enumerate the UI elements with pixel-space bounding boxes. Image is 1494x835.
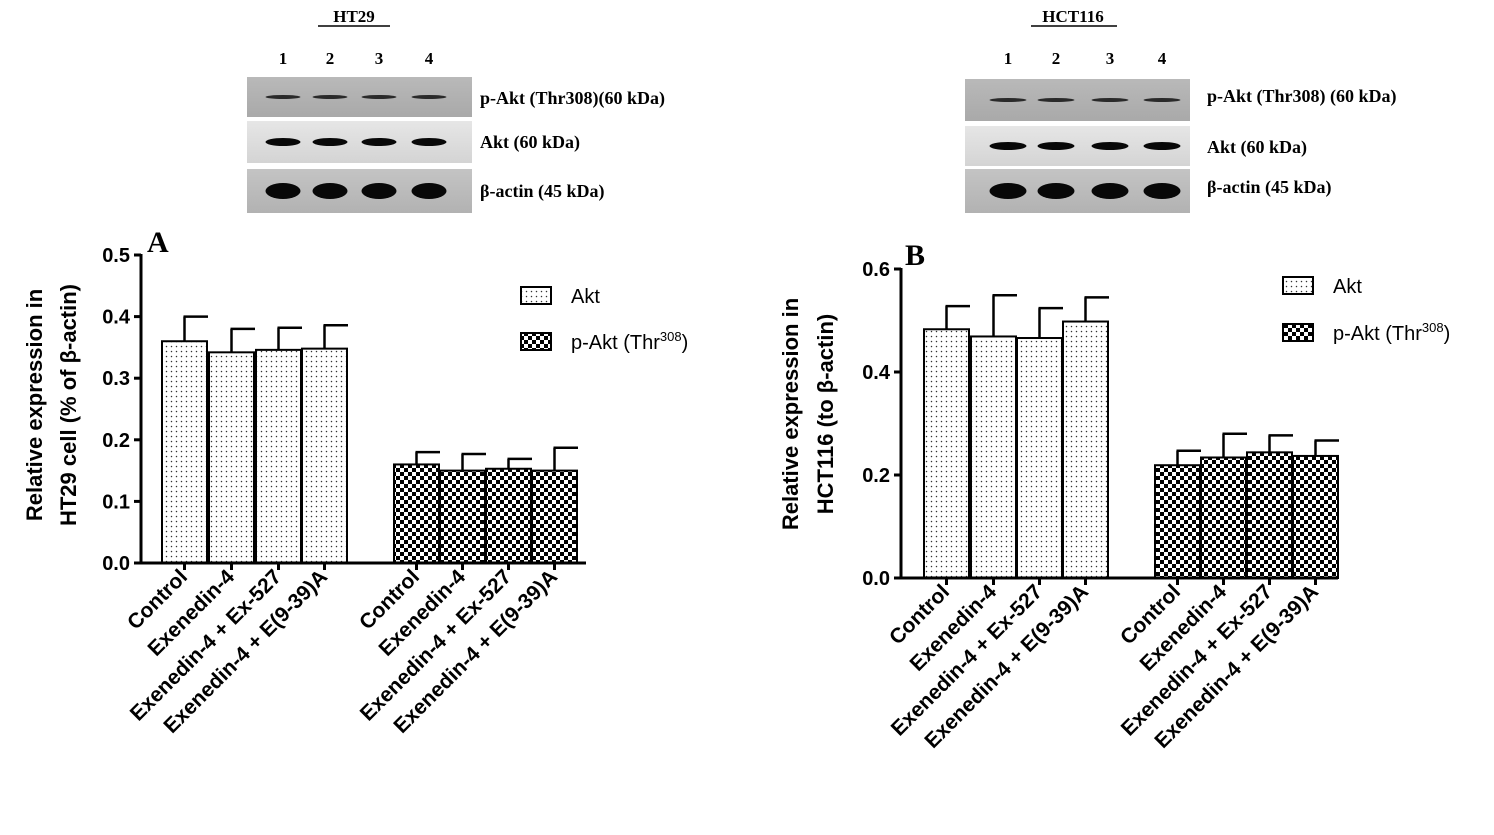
blot-band (312, 183, 348, 199)
lane-number: 1 (279, 49, 288, 68)
y-axis-label: Relative expression in (778, 298, 803, 530)
y-tick-label: 0.2 (102, 430, 130, 452)
blot-band (989, 142, 1027, 150)
bar-chart: B Relative expression in HCT116 (to β-acti… (778, 239, 1450, 753)
blot-band (361, 138, 397, 146)
bar (161, 340, 208, 564)
lane-number: 1 (1004, 49, 1013, 68)
y-tick-label: 0.1 (102, 491, 130, 513)
blot-band (411, 183, 447, 199)
legend-label: p-Akt (Thr308) (1333, 320, 1450, 345)
bar (301, 347, 348, 564)
legend-label: Akt (1333, 276, 1362, 298)
legend-label-text: p-Akt (Thr (1333, 323, 1422, 345)
blot-row-label: p-Akt (Thr308)(60 kDa) (480, 88, 665, 109)
legend-label-sup: 308 (660, 329, 682, 344)
blot-band (1143, 98, 1181, 102)
bar (208, 351, 255, 564)
blot-band (1143, 183, 1181, 199)
lane-number: 4 (1158, 49, 1167, 68)
legend: Akt p-Akt (Thr308) (520, 286, 688, 354)
y-tick-label: 0.0 (102, 553, 130, 575)
blot-title: HCT116 (1042, 7, 1103, 26)
bar-chart: A Relative expression in HT29 cell (% of β… (22, 226, 688, 738)
legend-swatch (1282, 323, 1314, 342)
blot-band (989, 98, 1027, 102)
legend-label-close: ) (682, 332, 689, 354)
blot-band (312, 138, 348, 146)
legend-label-sup: 308 (1422, 320, 1444, 335)
y-axis-label: HT29 cell (% of β-actin) (56, 284, 81, 526)
y-tick-label: 0.0 (862, 568, 890, 590)
y-tick-label: 0.5 (102, 245, 130, 267)
western-blot: HT29 1 2 3 4 p-Akt (Thr308)(60 kDa) Akt (60 kD… (247, 7, 665, 213)
panel-letter: A (147, 226, 169, 259)
y-tick-label: 0.4 (862, 362, 891, 384)
bar (1062, 320, 1109, 579)
blot-band (265, 183, 301, 199)
legend-label-text: Akt (1333, 276, 1362, 298)
bar (1154, 464, 1201, 579)
panel-letter: B (905, 239, 925, 272)
panel-a: HT29 1 2 3 4 p-Akt (Thr308)(60 kDa) Akt (60 kD… (22, 7, 688, 738)
lane-number: 3 (375, 49, 384, 68)
y-tick-label: 0.4 (102, 307, 131, 329)
blot-band (1037, 183, 1075, 199)
blot-band (361, 183, 397, 199)
blot-band (361, 95, 397, 99)
bar (1246, 451, 1293, 579)
legend: Akt p-Akt (Thr308) (1282, 276, 1450, 345)
legend-label-text: p-Akt (Thr (571, 332, 660, 354)
blot-row-label: β-actin (45 kDa) (480, 181, 604, 202)
bar (923, 328, 970, 579)
blot-band (1143, 142, 1181, 150)
lane-number: 4 (425, 49, 434, 68)
bar (255, 348, 302, 565)
bar (485, 467, 532, 565)
blot-row-label: Akt (60 kDa) (480, 132, 580, 153)
legend-label-text: Akt (571, 286, 600, 308)
blot-band (265, 138, 301, 146)
blot-row-label: p-Akt (Thr308) (60 kDa) (1207, 86, 1397, 107)
blot-band (1037, 98, 1075, 102)
blot-row-label: Akt (60 kDa) (1207, 137, 1307, 158)
blot-band (265, 95, 301, 99)
y-axis-label: HCT116 (to β-actin) (813, 314, 838, 514)
blot-title: HT29 (333, 7, 375, 26)
legend-label-close: ) (1444, 323, 1451, 345)
blot-row-label: β-actin (45 kDa) (1207, 177, 1331, 198)
blot-band (1091, 183, 1129, 199)
y-tick-label: 0.6 (862, 259, 890, 281)
y-tick-label: 0.3 (102, 368, 130, 390)
legend-label: p-Akt (Thr308) (571, 329, 688, 354)
legend-swatch (520, 332, 552, 351)
panel-b: HCT116 1 2 3 4 p-Akt (Thr308) (60 kDa) Akt (60… (778, 7, 1450, 753)
bar (531, 469, 578, 565)
y-tick-label: 0.2 (862, 465, 890, 487)
blot-band (989, 183, 1027, 199)
legend-label: Akt (571, 286, 600, 308)
blot-band (1091, 98, 1129, 102)
bar (970, 335, 1017, 579)
western-blot: HCT116 1 2 3 4 p-Akt (Thr308) (60 kDa) Akt (60… (965, 7, 1397, 213)
lane-number: 2 (326, 49, 335, 68)
legend-swatch (1282, 276, 1314, 295)
bar (439, 469, 486, 565)
blot-band (1037, 142, 1075, 150)
blot-band (1091, 142, 1129, 150)
blot-band (411, 138, 447, 146)
bar (1292, 454, 1339, 580)
bar (1200, 456, 1247, 579)
bar (1016, 337, 1063, 580)
bar (393, 463, 440, 564)
blot-band (411, 95, 447, 99)
lane-number: 3 (1106, 49, 1115, 68)
blot-band (312, 95, 348, 99)
y-axis-label: Relative expression in (22, 289, 47, 521)
lane-number: 2 (1052, 49, 1061, 68)
legend-swatch (520, 286, 552, 305)
